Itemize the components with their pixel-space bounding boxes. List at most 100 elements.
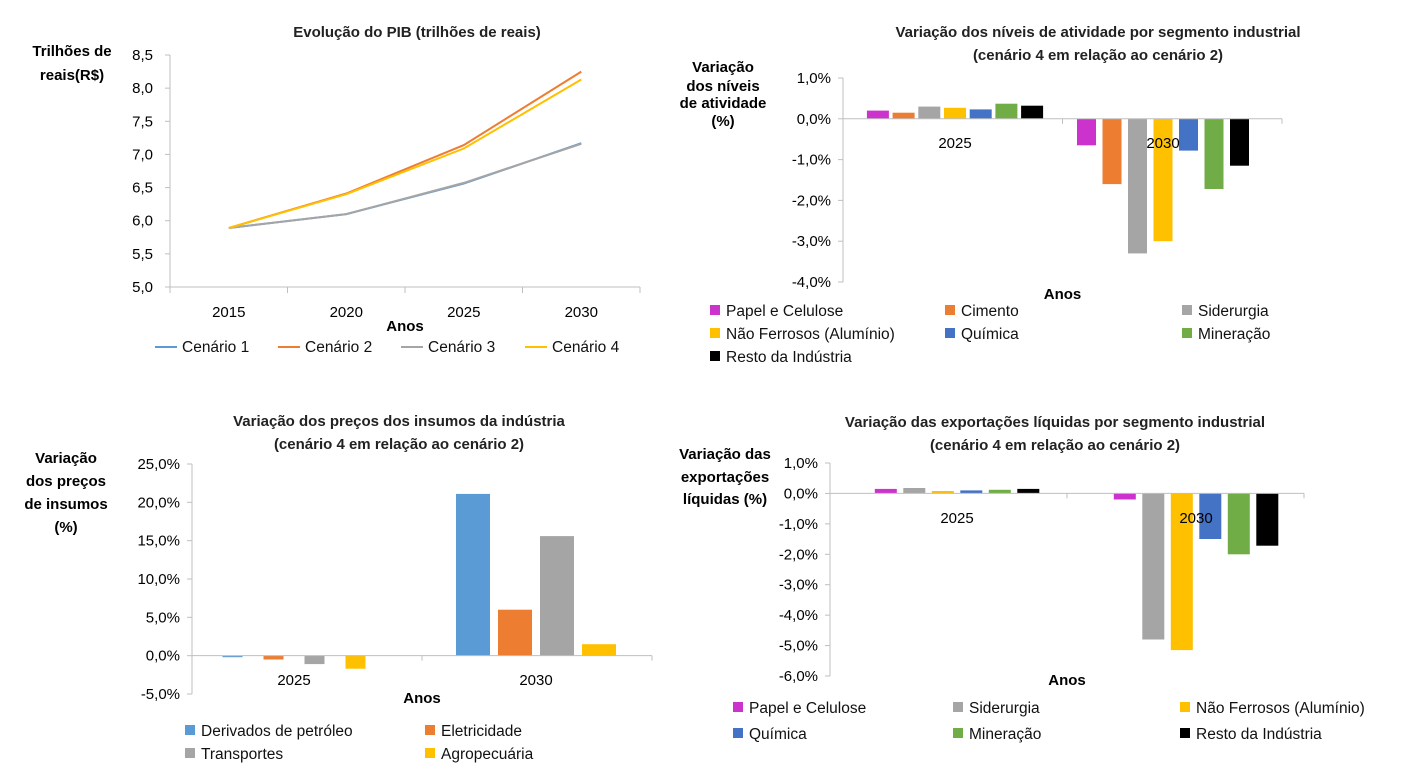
legend-label: Agropecuária <box>441 746 534 763</box>
y-axis-label: Variação <box>35 450 97 467</box>
y-tick-label: -1,0% <box>792 152 831 169</box>
y-tick-label: -2,0% <box>779 546 818 563</box>
legend-swatch <box>733 728 743 738</box>
chart-atividade: Variação dos níveis de atividade por seg… <box>680 24 1301 366</box>
legend-swatch <box>185 748 195 758</box>
legend-swatch <box>1180 702 1190 712</box>
x-tick-label: 2025 <box>938 135 971 152</box>
bar-2030-6 <box>1204 118 1224 189</box>
y-axis-label: reais(R$) <box>40 67 104 84</box>
x-axis-label: Anos <box>1044 286 1082 303</box>
x-tick-label: 2025 <box>940 510 973 527</box>
chart-title: (cenário 4 em relação ao cenário 2) <box>274 436 524 453</box>
legend-label: Não Ferrosos (Alumínio) <box>726 326 895 343</box>
y-tick-label: -6,0% <box>779 668 818 685</box>
series-line-4 <box>228 78 582 229</box>
legend-label: Derivados de petróleo <box>201 723 353 740</box>
y-tick-label: 5,0 <box>132 279 153 296</box>
legend-swatch <box>710 328 720 338</box>
y-tick-label: 15,0% <box>137 533 180 550</box>
bar-2025-1 <box>874 488 897 494</box>
legend-label: Mineração <box>1198 326 1270 343</box>
legend-swatch <box>185 725 195 735</box>
y-tick-label: -5,0% <box>141 686 180 703</box>
x-axis-label: Anos <box>386 318 424 335</box>
bar-2030-4 <box>582 644 616 656</box>
series-line-3 <box>228 142 582 229</box>
bar-2025-7 <box>1021 105 1044 119</box>
y-axis-label: dos níveis <box>686 78 759 95</box>
y-tick-label: 5,0% <box>146 609 180 626</box>
chart-title: Variação das exportações líquidas por se… <box>845 414 1265 431</box>
bar-2025-3 <box>304 655 325 665</box>
bar-2025-4 <box>960 490 983 494</box>
legend-swatch <box>710 351 720 361</box>
x-tick-label: 2030 <box>565 304 598 321</box>
y-tick-label: 0,0% <box>784 485 818 502</box>
bar-2030-5 <box>1227 493 1250 555</box>
legend-label: Eletricidade <box>441 723 522 740</box>
legend-swatch <box>953 702 963 712</box>
y-tick-label: -1,0% <box>779 516 818 533</box>
bar-2030-1 <box>1113 493 1136 500</box>
y-axis-label: (%) <box>54 519 77 536</box>
y-tick-label: 6,0 <box>132 213 153 230</box>
y-axis-label: de insumos <box>24 496 107 513</box>
y-tick-label: -4,0% <box>779 607 818 624</box>
legend-swatch <box>425 725 435 735</box>
y-tick-label: 7,0 <box>132 146 153 163</box>
chart-title: Evolução do PIB (trilhões de reais) <box>293 24 541 41</box>
y-axis-label: dos preços <box>26 473 106 490</box>
bar-2030-7 <box>1230 118 1249 166</box>
y-tick-label: 0,0% <box>797 111 831 128</box>
bar-2025-4 <box>944 107 966 119</box>
bar-2025-3 <box>931 491 954 494</box>
legend-swatch <box>1180 728 1190 738</box>
x-tick-label: 2030 <box>519 672 552 689</box>
y-tick-label: 0,0% <box>146 648 180 665</box>
legend-swatch <box>945 305 955 315</box>
bar-2025-2 <box>892 112 915 119</box>
y-tick-label: 5,5 <box>132 246 153 263</box>
y-tick-label: -5,0% <box>779 638 818 655</box>
bar-2030-1 <box>1077 118 1096 146</box>
legend-label: Papel e Celulose <box>726 303 843 320</box>
bar-2030-4 <box>1153 118 1173 242</box>
bar-2025-2 <box>903 488 926 494</box>
bar-2030-4 <box>1199 493 1222 539</box>
bar-2025-6 <box>1017 488 1040 494</box>
bar-2025-5 <box>988 489 1011 494</box>
series-line-1 <box>228 142 582 229</box>
legend-label: Mineração <box>969 726 1041 743</box>
y-tick-label: 1,0% <box>797 70 831 87</box>
y-tick-label: -3,0% <box>779 577 818 594</box>
bar-2030-2 <box>498 609 532 656</box>
y-axis-label: Variação <box>692 59 754 76</box>
y-tick-label: 20,0% <box>137 494 180 511</box>
x-tick-label: 2015 <box>212 304 245 321</box>
legend-label: Resto da Indústria <box>726 349 852 366</box>
y-axis-label: (%) <box>711 113 734 130</box>
chart-title: Variação dos níveis de atividade por seg… <box>895 24 1300 41</box>
x-tick-label: 2020 <box>330 304 363 321</box>
bar-2025-1 <box>866 110 889 119</box>
legend-swatch <box>1182 328 1192 338</box>
legend-swatch <box>945 328 955 338</box>
legend-label: Resto da Indústria <box>1196 726 1322 743</box>
chart-title: (cenário 4 em relação ao cenário 2) <box>930 437 1180 454</box>
y-tick-label: 6,5 <box>132 180 153 197</box>
y-tick-label: 10,0% <box>137 571 180 588</box>
legend-label: Siderurgia <box>969 700 1040 717</box>
bar-2025-4 <box>345 655 366 669</box>
chart-title: (cenário 4 em relação ao cenário 2) <box>973 47 1223 64</box>
legend-swatch <box>425 748 435 758</box>
legend-label: Não Ferrosos (Alumínio) <box>1196 700 1365 717</box>
bar-2025-5 <box>969 109 992 119</box>
x-tick-label: 2030 <box>1179 510 1212 527</box>
legend-label: Química <box>961 326 1019 343</box>
legend-label: Cenário 1 <box>182 339 249 356</box>
y-tick-label: 1,0% <box>784 455 818 472</box>
bar-2030-5 <box>1179 118 1198 151</box>
bar-2025-3 <box>918 106 941 119</box>
